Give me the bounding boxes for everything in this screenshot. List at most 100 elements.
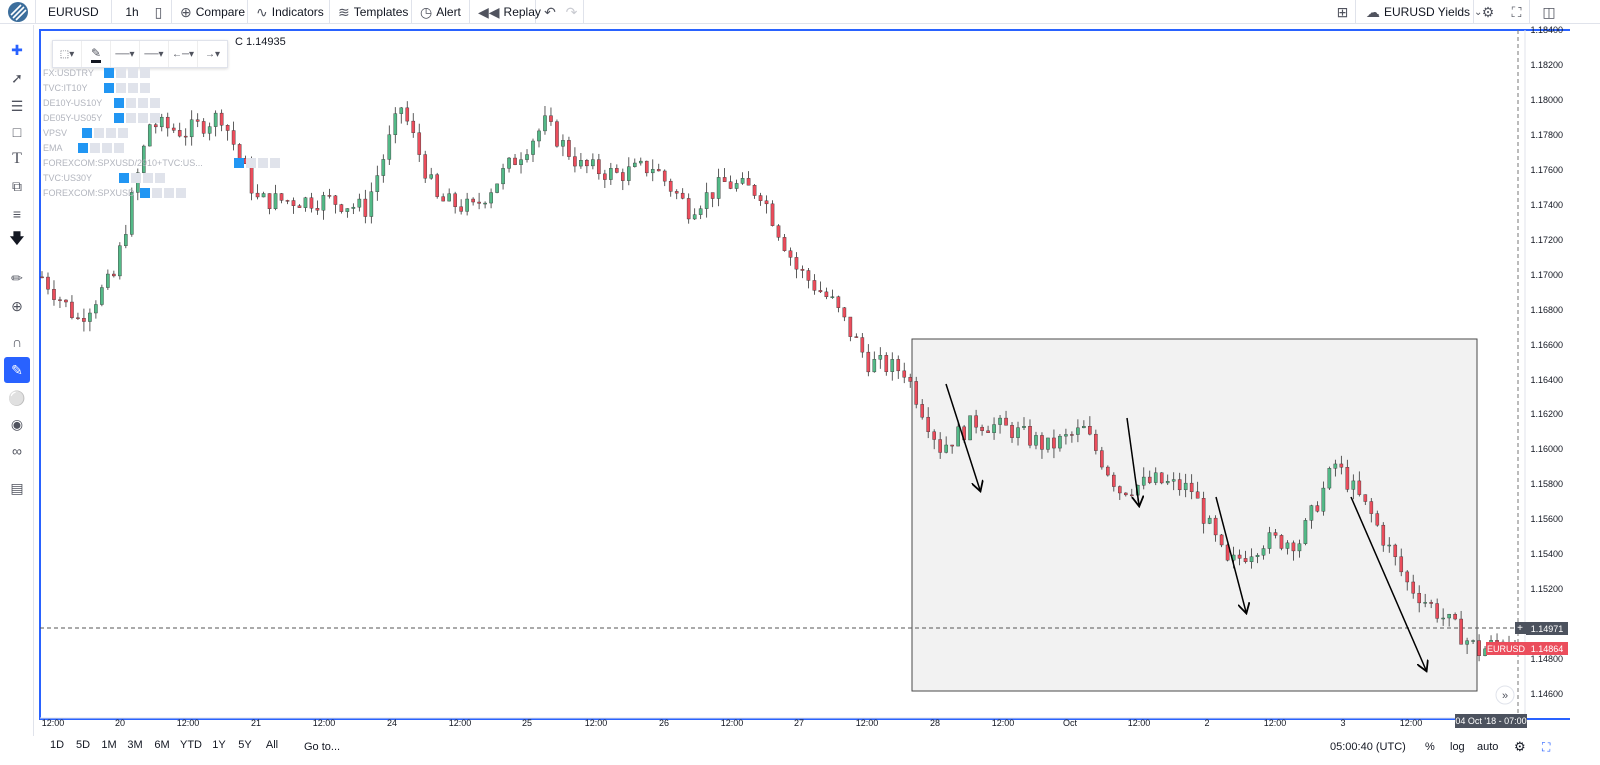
eye-icon[interactable] (119, 173, 129, 183)
close-icon[interactable] (176, 188, 186, 198)
study-legend-item[interactable]: FOREXCOM:SPXUSD (43, 188, 186, 198)
scroll-to-realtime-button[interactable] (1495, 685, 1515, 705)
eye-icon[interactable] (140, 188, 150, 198)
percent-toggle[interactable]: % (1425, 739, 1435, 755)
range-1m[interactable]: 1M (101, 739, 117, 751)
chart-type-button[interactable]: ▯ (146, 0, 172, 24)
more-icon[interactable] (102, 143, 112, 153)
more-icon[interactable] (138, 98, 148, 108)
crosshair-plus-tag[interactable] (1515, 622, 1526, 634)
line-end-button[interactable]: →▾ (198, 41, 227, 67)
close-icon[interactable] (140, 83, 150, 93)
close-icon[interactable] (118, 128, 128, 138)
indicators-button[interactable]: ∿ Indicators (252, 0, 330, 24)
eye-icon[interactable] (104, 83, 114, 93)
more-icon[interactable] (164, 188, 174, 198)
undo-button[interactable]: ↶ (540, 0, 560, 24)
close-icon[interactable] (140, 68, 150, 78)
close-icon[interactable] (155, 173, 165, 183)
measure-tool[interactable]: ✏ (4, 265, 30, 291)
annotation-arrow[interactable] (1126, 417, 1139, 505)
settings-icon[interactable] (246, 158, 256, 168)
range-5d[interactable]: 5D (75, 739, 91, 751)
eye-icon[interactable] (78, 143, 88, 153)
layout-grid-button[interactable]: ⊞ (1330, 0, 1356, 24)
study-legend-item[interactable]: EMA (43, 143, 124, 153)
close-icon[interactable] (150, 98, 160, 108)
settings-icon[interactable] (126, 113, 136, 123)
eye-icon[interactable] (114, 113, 124, 123)
chart-pane[interactable] (39, 29, 1570, 720)
interval-button[interactable]: 1h (118, 0, 146, 24)
replay-button[interactable]: ◀◀ Replay (474, 0, 541, 24)
line-start-button[interactable]: ←─▾ (169, 41, 198, 67)
fullscreen-button[interactable]: ⛶ (1504, 0, 1530, 24)
eye-icon[interactable] (104, 68, 114, 78)
settings-icon[interactable] (116, 68, 126, 78)
more-icon[interactable] (106, 128, 116, 138)
trendline-tool[interactable]: ➚ (4, 65, 30, 91)
range-3m[interactable]: 3M (127, 739, 143, 751)
close-icon[interactable] (270, 158, 280, 168)
eye-icon[interactable] (114, 98, 124, 108)
more-icon[interactable] (258, 158, 268, 168)
shapes-tool[interactable]: □ (4, 119, 30, 145)
range-ytd[interactable]: YTD (180, 739, 202, 751)
logo[interactable] (0, 0, 36, 24)
range-6m[interactable]: 6M (154, 739, 170, 751)
range-all[interactable]: All (265, 739, 279, 751)
compare-button[interactable]: ⊕ Compare (176, 0, 248, 24)
more-icon[interactable] (143, 173, 153, 183)
patterns-tool[interactable]: ⧉ (4, 173, 30, 199)
settings-icon[interactable] (152, 188, 162, 198)
close-icon[interactable] (114, 143, 124, 153)
redo-button[interactable]: ↷ (560, 0, 584, 24)
settings-icon[interactable] (90, 143, 100, 153)
study-legend-item[interactable]: DE05Y-US05Y (43, 113, 160, 123)
magnet-tool[interactable]: ∩ (4, 329, 30, 355)
range-1d[interactable]: 1D (49, 739, 65, 751)
sync-drawings[interactable]: ∞ (4, 438, 30, 464)
layout-name-button[interactable]: ☁ EURUSD Yields ⌄ (1360, 0, 1482, 24)
settings-icon[interactable] (131, 173, 141, 183)
study-legend-item[interactable]: VPSV (43, 128, 128, 138)
close-icon[interactable] (150, 113, 160, 123)
zoom-tool[interactable]: ⊕ (4, 293, 30, 319)
text-tool[interactable]: T (4, 146, 30, 172)
study-legend-item[interactable]: FOREXCOM:SPXUSD/2910+TVC:US... (43, 158, 280, 168)
log-toggle[interactable]: log (1450, 739, 1465, 755)
line-width-button[interactable]: ──▾ (111, 41, 140, 67)
annotation-arrow[interactable] (945, 383, 980, 490)
snapshot-button[interactable]: ◫ (1536, 0, 1562, 24)
crosshair-tool[interactable]: ✚ (4, 37, 30, 63)
study-legend-item[interactable]: FX:USDTRY (43, 68, 150, 78)
range-5y[interactable]: 5Y (238, 739, 252, 751)
more-icon[interactable] (128, 68, 138, 78)
icons-tool[interactable]: 🡇 (4, 227, 30, 253)
alert-button[interactable]: ◷ Alert (416, 0, 470, 24)
line-color-button[interactable]: ✎ (82, 41, 111, 67)
fib-tool[interactable]: ☰ (4, 93, 30, 119)
chart-settings-button[interactable]: ⚙ (1514, 739, 1526, 755)
more-icon[interactable] (128, 83, 138, 93)
templates-button[interactable]: ≋ Templates (334, 0, 412, 24)
goto-button[interactable]: Go to... (304, 739, 340, 755)
settings-icon[interactable] (94, 128, 104, 138)
eye-icon[interactable] (82, 128, 92, 138)
range-1y[interactable]: 1Y (212, 739, 226, 751)
prediction-tool[interactable]: ≡ (4, 201, 30, 227)
annotation-arrow[interactable] (1215, 496, 1246, 612)
hide-drawings[interactable]: ◉ (4, 411, 30, 437)
line-style-button[interactable]: ──▾ (140, 41, 169, 67)
eye-icon[interactable] (234, 158, 244, 168)
stay-in-drawing-mode[interactable]: ✎ (4, 357, 30, 383)
lock-drawings[interactable]: ⚪ (4, 385, 30, 411)
maximize-button[interactable]: ⛶ (1542, 739, 1550, 755)
settings-button[interactable]: ⚙ (1476, 0, 1500, 24)
time-axis[interactable]: 12:00 20 12:00 21 12:00 24 12:00 25 12:00 26 12:00… (42, 718, 1423, 728)
price-axis[interactable]: 1.18400 1.18200 1.18000 1.17800 1.17600 1.174… (1530, 25, 1563, 699)
select-tool-button[interactable]: ⬚▾ (53, 41, 82, 67)
study-legend-item[interactable]: TVC:US30Y (43, 173, 165, 183)
remove-drawings[interactable]: ▤ (4, 475, 30, 501)
settings-icon[interactable] (116, 83, 126, 93)
